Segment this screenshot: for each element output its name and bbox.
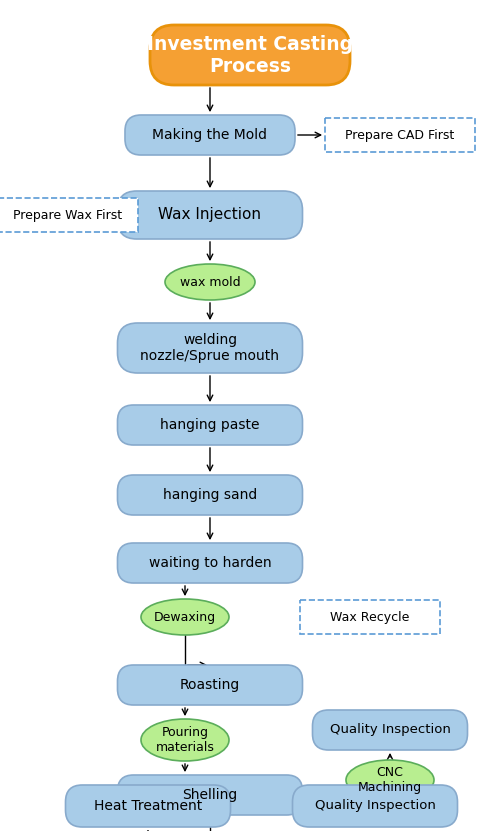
Ellipse shape [346,760,434,800]
Text: Quality Inspection: Quality Inspection [314,799,436,813]
Text: Heat Treatment: Heat Treatment [94,799,202,813]
FancyBboxPatch shape [66,785,230,827]
FancyBboxPatch shape [118,775,302,815]
Text: Prepare CAD First: Prepare CAD First [346,129,455,141]
FancyBboxPatch shape [118,475,302,515]
Text: Roasting: Roasting [180,678,240,692]
Text: CNC
Machining: CNC Machining [358,766,422,794]
Text: welding
nozzle/Sprue mouth: welding nozzle/Sprue mouth [140,333,280,363]
FancyBboxPatch shape [0,198,138,232]
Text: Shelling: Shelling [182,788,238,802]
Text: Prepare Wax First: Prepare Wax First [14,209,122,222]
FancyBboxPatch shape [325,118,475,152]
FancyBboxPatch shape [118,665,302,705]
Text: waiting to harden: waiting to harden [148,556,272,570]
FancyBboxPatch shape [292,785,458,827]
Text: Wax Injection: Wax Injection [158,208,262,223]
Text: Wax Recycle: Wax Recycle [330,611,409,623]
FancyBboxPatch shape [118,323,302,373]
Text: Quality Inspection: Quality Inspection [330,724,450,736]
FancyBboxPatch shape [312,710,468,750]
FancyBboxPatch shape [125,115,295,155]
Text: Making the Mold: Making the Mold [152,128,268,142]
Ellipse shape [165,264,255,300]
FancyBboxPatch shape [118,543,302,583]
Text: Dewaxing: Dewaxing [154,611,216,623]
Text: Pouring
materials: Pouring materials [156,726,214,754]
FancyBboxPatch shape [118,405,302,445]
Ellipse shape [141,599,229,635]
Text: Investment Casting
Process: Investment Casting Process [147,35,353,76]
Text: hanging paste: hanging paste [160,418,260,432]
Text: hanging sand: hanging sand [163,488,257,502]
FancyBboxPatch shape [118,191,302,239]
FancyBboxPatch shape [150,25,350,85]
Ellipse shape [141,719,229,761]
Text: wax mold: wax mold [180,276,240,288]
FancyBboxPatch shape [300,600,440,634]
